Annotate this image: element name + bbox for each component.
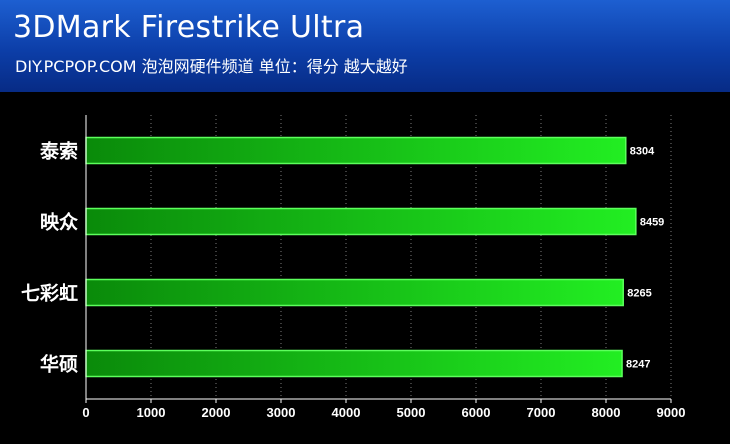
axes: 0 1000 2000 3000 4000 5000 6000 7000 8000 9000 (82, 115, 685, 420)
chart-subtitle: DIY.PCPOP.COM 泡泡网硬件频道 单位：得分 越大越好 (15, 57, 408, 76)
bar (85, 349, 623, 378)
value-label: 8247 (626, 359, 650, 371)
bar (85, 136, 627, 165)
bar (85, 207, 637, 236)
x-tick-label: 8000 (592, 405, 621, 420)
x-tick-label: 0 (82, 405, 89, 420)
category-label: 华硕 (40, 353, 78, 376)
x-tick-label: 7000 (527, 405, 556, 420)
x-tick-label: 3000 (267, 405, 296, 420)
x-tick-label: 2000 (202, 405, 231, 420)
value-label: 8459 (640, 217, 664, 229)
value-label: 8304 (630, 146, 655, 158)
category-label: 泰索 (39, 140, 78, 163)
category-label: 七彩虹 (21, 282, 78, 305)
category-label: 映众 (40, 211, 78, 234)
x-tick-label: 5000 (397, 405, 426, 420)
x-tick-label: 1000 (137, 405, 166, 420)
bars: 8304 泰索 8459 映众 8265 七彩虹 8247 华硕 (21, 136, 664, 378)
bar-chart: 8304 泰索 8459 映众 8265 七彩虹 8247 华硕 0 1000 2000 3000 4… (21, 115, 685, 420)
chart-title: 3DMark Firestrike Ultra (13, 10, 365, 45)
x-tick-label: 9000 (657, 405, 686, 420)
bar (85, 278, 624, 307)
value-label: 8265 (627, 288, 651, 300)
x-tick-label: 4000 (332, 405, 361, 420)
chart-header: 3DMark Firestrike Ultra DIY.PCPOP.COM 泡泡… (0, 0, 730, 92)
x-tick-label: 6000 (462, 405, 491, 420)
